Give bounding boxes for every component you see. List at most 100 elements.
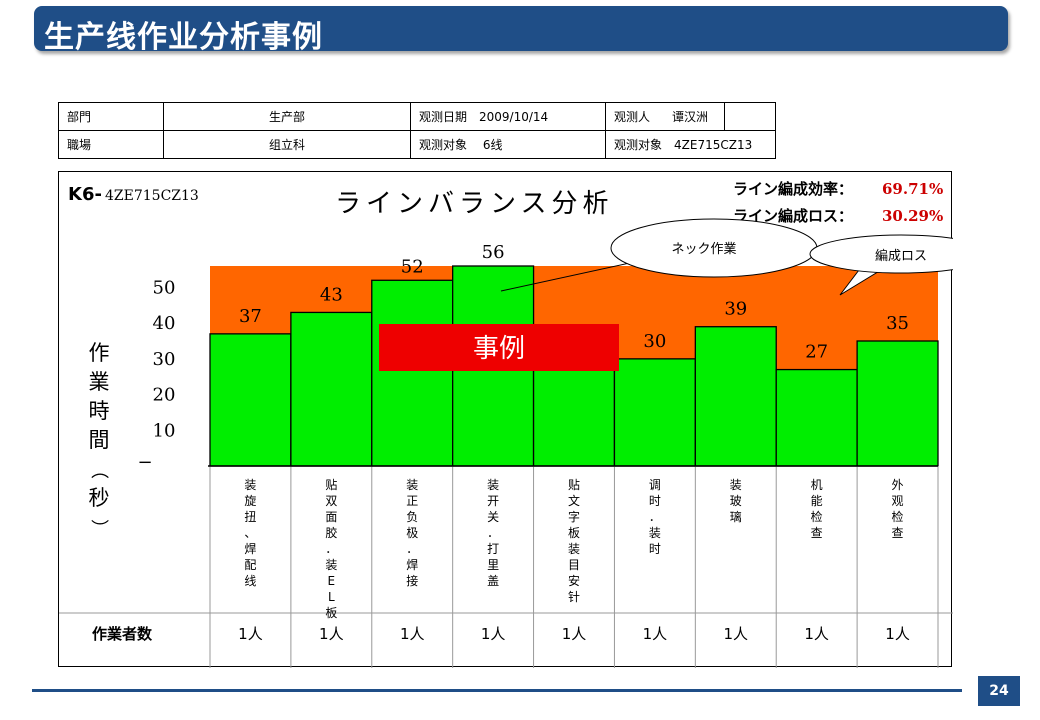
title-bar: 生产线作业分析事例 — [34, 6, 1008, 55]
stamp-text: 事例 — [473, 334, 525, 364]
category-4-char-2: 开 — [487, 494, 499, 508]
category-2-char-3: 面 — [325, 510, 337, 524]
bar-9 — [856, 340, 939, 467]
workers-count-2: 1人 — [319, 625, 344, 643]
callout-loss-text: 編成ロス — [875, 248, 927, 264]
observer-label: 观测人 — [605, 102, 664, 131]
loss-label: ライン編成ロス： — [733, 207, 853, 225]
category-9-char-1: 外 — [892, 478, 904, 492]
efficiency-value: 69.71% — [882, 180, 943, 198]
category-1-char-4: 、 — [244, 526, 256, 540]
workers-count-3: 1人 — [400, 625, 425, 643]
bar-1 — [209, 333, 292, 467]
model-prefix: K6- — [68, 184, 102, 205]
chart-title: ラインバランス分析 — [335, 189, 613, 219]
category-3-char-5: ． — [406, 542, 418, 556]
category-6-char-5: 时 — [649, 542, 661, 556]
category-5-char-7: 安 — [568, 573, 580, 588]
bar-2 — [290, 311, 373, 467]
category-8-char-3: 检 — [811, 509, 823, 524]
category-4-char-1: 装 — [487, 478, 499, 492]
ylabel-char-3: 時 — [89, 399, 110, 423]
category-1-char-5: 焊 — [244, 541, 256, 556]
y-tick-2: 40 — [153, 313, 176, 334]
category-5-char-1: 贴 — [568, 478, 580, 492]
bar-6 — [613, 358, 696, 467]
ylabel-char-4: 間 — [89, 428, 110, 452]
category-5-char-8: 针 — [568, 589, 580, 604]
y-tick-5: 10 — [153, 420, 176, 441]
value-label-1: 37 — [239, 306, 262, 327]
category-2-char-9: 板 — [325, 606, 337, 620]
category-9-char-3: 检 — [892, 509, 904, 524]
dept-value: 生产部 — [163, 102, 411, 131]
category-3-char-4: 极 — [406, 526, 418, 540]
value-label-9: 35 — [886, 313, 909, 334]
dept-label: 部門 — [58, 102, 164, 131]
value-label-6: 30 — [643, 331, 666, 352]
workers-count-5: 1人 — [562, 625, 587, 643]
category-2-char-6: 装 — [325, 558, 337, 572]
category-3-char-2: 正 — [406, 494, 418, 508]
ylabel-char-6: 秒 — [89, 486, 110, 510]
callout-neck-text: ネック作業 — [671, 241, 736, 257]
bar-7 — [694, 326, 777, 467]
category-6-char-1: 调 — [649, 478, 661, 492]
workplace-value: 组立科 — [163, 130, 411, 159]
category-3-char-6: 焊 — [406, 557, 418, 572]
category-3-char-1: 装 — [406, 478, 418, 492]
footer-divider — [32, 689, 962, 692]
category-4-char-4: ． — [487, 526, 499, 540]
category-5-char-3: 字 — [568, 509, 580, 524]
category-4-char-7: 盖 — [487, 574, 499, 588]
ylabel-char-1: 作 — [89, 341, 110, 365]
observe-date: 观测日期 2009/10/14 — [410, 102, 606, 131]
line-balance-panel: 37 43 52 56 30 39 27 35 50 40 30 20 10− 作業時間 （ 秒 ） ラインバラン… — [58, 171, 953, 668]
category-8-char-2: 能 — [811, 494, 823, 508]
info-table: 部門 生产部 观测日期 2009/10/14 观测人 谭汉洲 職場 组立科 观测… — [58, 102, 776, 159]
efficiency-label: ライン編成効率： — [733, 180, 853, 198]
category-5-char-2: 文 — [568, 493, 580, 508]
category-2-char-1: 贴 — [325, 478, 337, 492]
loss-value: 30.29% — [882, 207, 943, 225]
category-5-char-5: 装 — [568, 542, 580, 556]
ylabel-char-2: 業 — [89, 370, 110, 394]
category-1-char-7: 线 — [244, 574, 256, 588]
category-2-char-4: 胶 — [325, 525, 337, 540]
category-7-char-3: 璃 — [730, 510, 742, 524]
ylabel-char-5: （ — [88, 461, 109, 479]
category-5-char-6: 目 — [568, 558, 580, 572]
category-9-char-4: 查 — [892, 526, 904, 540]
value-label-7: 39 — [724, 299, 747, 320]
category-4-char-6: 里 — [487, 558, 499, 572]
observe-target: 观测对象 6线 — [410, 130, 606, 159]
category-3-char-7: 接 — [406, 573, 418, 588]
workers-count-8: 1人 — [804, 625, 829, 643]
workers-count-9: 1人 — [885, 625, 910, 643]
category-4-char-5: 打 — [487, 542, 499, 556]
category-1-char-6: 配 — [244, 558, 256, 572]
observe-target-model: 观测对象 4ZE715CZ13 — [605, 130, 776, 159]
observer-extra-cell — [724, 102, 776, 131]
workers-count-1: 1人 — [238, 625, 263, 643]
workers-count-7: 1人 — [724, 625, 749, 643]
category-8-char-1: 机 — [811, 478, 823, 492]
y-tick-6: − — [137, 452, 152, 473]
category-2-char-8: L — [328, 590, 335, 604]
bar-3 — [371, 279, 454, 467]
y-tick-1: 50 — [153, 277, 176, 298]
workers-label: 作業者数 — [92, 625, 153, 643]
workplace-label: 職場 — [58, 130, 164, 159]
category-2-char-2: 双 — [325, 494, 337, 508]
category-2-char-5: ． — [325, 542, 337, 556]
slide-title: 生产线作业分析事例 — [44, 20, 323, 55]
category-7-char-1: 装 — [730, 478, 742, 492]
value-label-4: 56 — [482, 242, 505, 263]
category-6-char-4: 装 — [649, 526, 661, 540]
info-row-1: 部門 生产部 观测日期 2009/10/14 观测人 谭汉洲 — [58, 102, 776, 131]
workers-count-6: 1人 — [643, 625, 668, 643]
y-tick-3: 30 — [153, 349, 176, 370]
callout-loss-bubble — [809, 234, 953, 274]
workers-count-4: 1人 — [481, 625, 506, 643]
observer-value: 谭汉洲 — [664, 102, 725, 131]
